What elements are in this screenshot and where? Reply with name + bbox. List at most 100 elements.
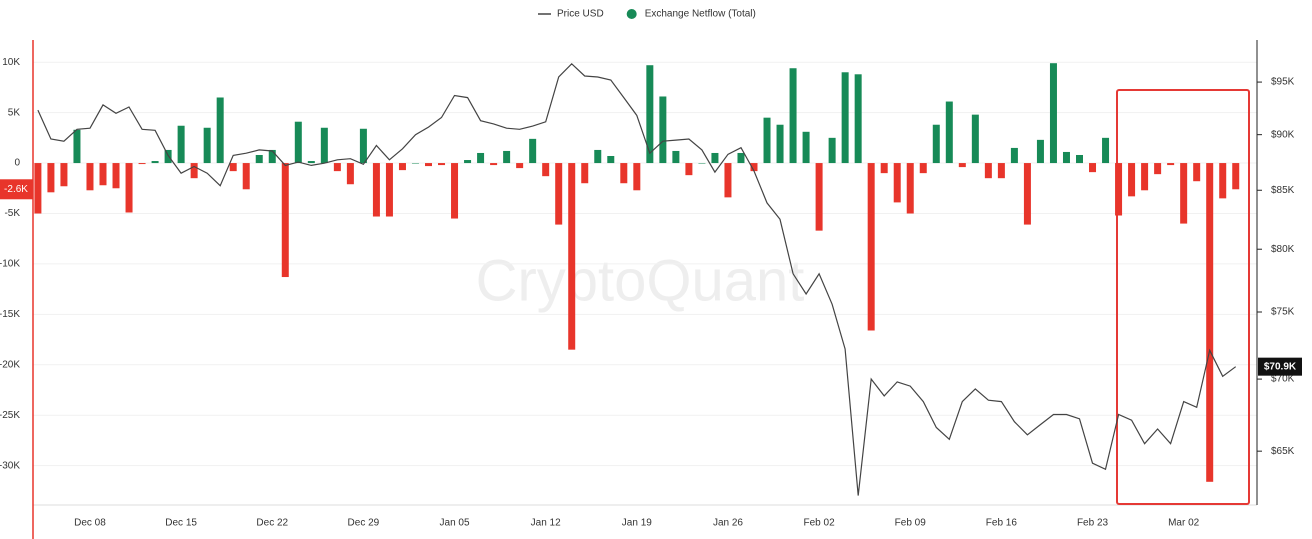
bar [828,137,836,164]
y2-tick-label: $75K [1271,307,1295,318]
x-tick-label: Feb 02 [804,518,836,529]
bar [190,163,198,179]
bar [60,163,68,187]
bar [294,121,302,164]
bar [841,72,849,164]
bar [398,163,406,171]
bar [255,154,263,164]
bar [385,163,393,217]
bar [425,163,432,167]
netflow-badge [0,179,33,200]
bar [216,97,224,164]
bar [242,163,250,190]
bar [1232,163,1240,190]
y-tick-label: 0 [14,158,20,169]
bar [607,155,615,164]
bar [919,163,927,174]
bar [372,163,380,217]
x-tick-label: Mar 02 [1168,518,1200,529]
bar [438,163,446,166]
bar [47,163,55,193]
bar [867,163,875,331]
x-tick-label: Jan 12 [531,518,561,529]
x-tick-label: Dec 29 [348,518,380,529]
bar [503,150,511,164]
bar [1141,163,1149,191]
bar [555,163,563,225]
bar [490,163,498,166]
x-tick-label: Dec 22 [256,518,288,529]
y2-tick-label: $90K [1271,129,1295,140]
bar [971,114,979,164]
bar [1076,154,1083,164]
bar [1010,147,1018,164]
bar [815,163,823,231]
y-tick-label: -25K [0,410,20,421]
y2-tick-label: $85K [1271,185,1295,196]
bar [1193,163,1201,182]
x-tick-label: Jan 19 [622,518,652,529]
bar [1219,163,1227,199]
price-badge-label: $70.9K [1264,361,1297,372]
bar [281,163,289,278]
bar [750,163,758,172]
bar [880,163,888,174]
legend-dot [626,9,637,19]
y2-tick-label: $95K [1271,77,1295,88]
bar [529,138,537,164]
bar [958,163,966,168]
y-tick-label: -10K [0,259,20,270]
bar [659,96,667,164]
bar [1128,163,1136,197]
y-tick-label: -15K [0,309,20,320]
bar [737,152,745,164]
bar [451,163,459,219]
bar [86,163,94,191]
bar [542,163,550,177]
bar [73,129,81,164]
bar [320,127,328,164]
bar [984,163,992,179]
bar [1023,163,1031,225]
bar [1049,63,1057,164]
bar [1115,163,1123,216]
bar [893,163,901,203]
bar [1167,163,1175,166]
bar [34,163,42,214]
bar [633,163,641,191]
bar [268,149,276,164]
bar [164,149,172,164]
legend-label: Price USD [557,9,604,20]
bar [346,163,354,185]
bar [711,152,719,164]
bar [802,131,810,164]
watermark: CryptoQuant [476,248,805,313]
y-tick-label: -5K [4,208,20,219]
price-line [37,62,1237,496]
legend-label: Exchange Netflow (Total) [645,9,756,20]
bar [1180,163,1188,224]
bar [477,152,485,164]
bar [177,125,185,164]
bar [1089,163,1097,173]
bar [464,160,472,164]
highlight-box [1116,89,1250,505]
y2-tick-label: $65K [1271,446,1295,457]
bar [776,124,784,164]
bar [763,117,771,164]
bar [125,163,133,213]
bar [229,163,237,172]
bar [685,163,693,176]
bar [594,149,602,164]
bar [932,124,940,164]
x-tick-label: Jan 26 [713,518,743,529]
bar [854,74,862,164]
x-tick-label: Feb 16 [986,518,1018,529]
bar [724,163,732,198]
y-tick-label: -20K [0,359,20,370]
bar [516,163,524,169]
bar [307,161,315,164]
bar [203,127,211,164]
x-tick-label: Feb 23 [1077,518,1109,529]
bar [99,163,107,186]
